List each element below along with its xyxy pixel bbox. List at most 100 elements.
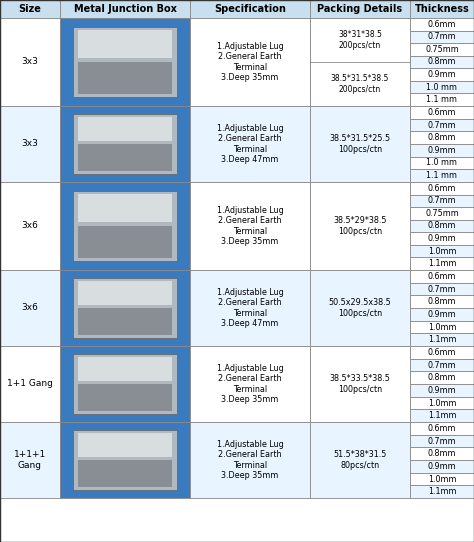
Bar [190, 0, 310, 18]
Text: 0.8mm: 0.8mm [428, 449, 456, 458]
Text: 1+1 Gang: 1+1 Gang [7, 379, 53, 389]
Text: 1.0 mm: 1.0 mm [427, 158, 457, 167]
Bar [78, 357, 172, 381]
Text: 3x6: 3x6 [21, 304, 38, 313]
Text: 0.7mm: 0.7mm [428, 360, 456, 370]
Text: 38*31*38.5
200pcs/ctn: 38*31*38.5 200pcs/ctn [338, 30, 382, 50]
Bar [73, 27, 177, 97]
Bar [410, 473, 474, 485]
Text: 1.1 mm: 1.1 mm [427, 95, 457, 104]
Bar [190, 422, 310, 498]
Text: 1.0mm: 1.0mm [428, 322, 456, 332]
Bar [410, 195, 474, 207]
Bar [73, 278, 177, 338]
Text: 0.7mm: 0.7mm [428, 33, 456, 41]
Bar [410, 308, 474, 321]
Bar [60, 422, 190, 498]
Bar [410, 169, 474, 182]
Text: 0.9mm: 0.9mm [428, 462, 456, 471]
Text: 1.Adjustable Lug
2.General Earth
Terminal
3.Deep 47mm: 1.Adjustable Lug 2.General Earth Termina… [217, 124, 283, 164]
Bar [410, 131, 474, 144]
Bar [310, 106, 410, 182]
Bar [410, 283, 474, 295]
Text: 0.75mm: 0.75mm [425, 45, 459, 54]
Bar [410, 333, 474, 346]
Bar [410, 157, 474, 169]
Bar [410, 56, 474, 68]
Text: 0.9mm: 0.9mm [428, 310, 456, 319]
Text: 0.6mm: 0.6mm [428, 272, 456, 281]
Bar [410, 321, 474, 333]
Bar [410, 182, 474, 195]
Text: 0.6mm: 0.6mm [428, 348, 456, 357]
Text: 1.1mm: 1.1mm [428, 487, 456, 496]
Bar [410, 422, 474, 435]
Bar [310, 0, 410, 18]
Bar [60, 0, 190, 18]
Text: 50.5x29.5x38.5
100pcs/ctn: 50.5x29.5x38.5 100pcs/ctn [328, 298, 392, 318]
Text: 0.8mm: 0.8mm [428, 133, 456, 142]
Text: Metal Junction Box: Metal Junction Box [73, 4, 176, 14]
Bar [78, 460, 172, 487]
Bar [78, 226, 172, 257]
Text: 0.9mm: 0.9mm [428, 234, 456, 243]
Text: 38.5*31.5*38.5
200pcs/ctn: 38.5*31.5*38.5 200pcs/ctn [331, 74, 389, 94]
Bar [0, 270, 60, 346]
Bar [410, 0, 474, 18]
Bar [0, 182, 60, 270]
Text: 0.6mm: 0.6mm [428, 184, 456, 193]
Text: 1.0mm: 1.0mm [428, 247, 456, 256]
Bar [410, 384, 474, 397]
Bar [410, 371, 474, 384]
Bar [190, 106, 310, 182]
Bar [410, 43, 474, 56]
Text: 51.5*38*31.5
80pcs/ctn: 51.5*38*31.5 80pcs/ctn [333, 450, 387, 470]
Text: Size: Size [18, 4, 41, 14]
Text: 1.Adjustable Lug
2.General Earth
Terminal
3.Deep 35mm: 1.Adjustable Lug 2.General Earth Termina… [217, 364, 283, 404]
Bar [78, 144, 172, 171]
Bar [410, 68, 474, 81]
Text: 0.9mm: 0.9mm [428, 386, 456, 395]
Text: Specification: Specification [214, 4, 286, 14]
Text: 1.1mm: 1.1mm [428, 259, 456, 268]
Bar [190, 182, 310, 270]
Text: 0.6mm: 0.6mm [428, 20, 456, 29]
Text: 0.75mm: 0.75mm [425, 209, 459, 218]
Text: 1+1+1
Gang: 1+1+1 Gang [14, 450, 46, 470]
Bar [410, 270, 474, 283]
Bar [410, 295, 474, 308]
Bar [78, 308, 172, 335]
Text: 0.9mm: 0.9mm [428, 146, 456, 155]
Bar [190, 18, 310, 106]
Bar [60, 270, 190, 346]
Bar [0, 346, 60, 422]
Bar [0, 106, 60, 182]
Bar [73, 353, 177, 415]
Bar [410, 119, 474, 131]
Bar [0, 18, 60, 106]
Text: 0.8mm: 0.8mm [428, 373, 456, 382]
Bar [410, 359, 474, 371]
Text: 1.Adjustable Lug
2.General Earth
Terminal
3.Deep 35mm: 1.Adjustable Lug 2.General Earth Termina… [217, 440, 283, 480]
Bar [78, 384, 172, 411]
Bar [190, 346, 310, 422]
Text: 0.7mm: 0.7mm [428, 436, 456, 446]
Text: 1.Adjustable Lug
2.General Earth
Terminal
3.Deep 35mm: 1.Adjustable Lug 2.General Earth Termina… [217, 206, 283, 246]
Text: 0.6mm: 0.6mm [428, 424, 456, 433]
Bar [410, 93, 474, 106]
Bar [78, 62, 172, 94]
Text: 38.5*29*38.5
100pcs/ctn: 38.5*29*38.5 100pcs/ctn [333, 216, 387, 236]
Bar [410, 30, 474, 43]
Bar [60, 18, 190, 106]
Text: Thickness: Thickness [415, 4, 469, 14]
Text: 1.1mm: 1.1mm [428, 411, 456, 420]
Bar [310, 346, 410, 422]
Text: 38.5*33.5*38.5
100pcs/ctn: 38.5*33.5*38.5 100pcs/ctn [329, 375, 391, 393]
Text: 0.8mm: 0.8mm [428, 297, 456, 306]
Bar [73, 430, 177, 491]
Text: 1.Adjustable Lug
2.General Earth
Terminal
3.Deep 35mm: 1.Adjustable Lug 2.General Earth Termina… [217, 42, 283, 82]
Bar [73, 114, 177, 175]
Bar [410, 397, 474, 409]
Bar [410, 447, 474, 460]
Text: 0.8mm: 0.8mm [428, 57, 456, 67]
